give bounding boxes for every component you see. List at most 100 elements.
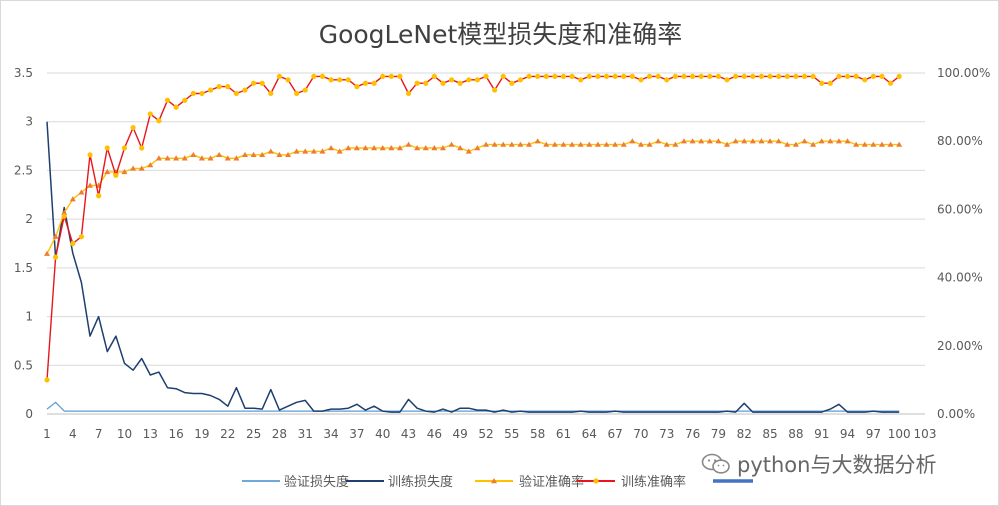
- data-point: [276, 151, 283, 158]
- data-point: [836, 73, 842, 80]
- series-2: [46, 121, 900, 413]
- data-point: [173, 104, 179, 110]
- data-point: [827, 138, 834, 144]
- data-point: [44, 250, 50, 256]
- data-point: [853, 141, 860, 147]
- data-point: [405, 90, 412, 97]
- data-point: [207, 87, 214, 93]
- data-point: [672, 141, 679, 147]
- data-point: [492, 87, 498, 93]
- data-point: [302, 87, 308, 93]
- data-point: [61, 209, 68, 216]
- data-point: [354, 84, 360, 90]
- legend-item: 验证损失度: [242, 474, 349, 490]
- y-left-tick-label: 2.5: [14, 163, 33, 177]
- data-point: [793, 73, 799, 80]
- data-point: [414, 145, 421, 151]
- series-line: [46, 75, 900, 380]
- data-point: [483, 141, 489, 147]
- data-point: [638, 77, 644, 83]
- data-point: [680, 138, 687, 144]
- data-point: [483, 73, 489, 80]
- data-point: [216, 151, 223, 158]
- data-point: [775, 138, 782, 144]
- x-tick-label: 1: [43, 427, 51, 441]
- data-point: [336, 148, 343, 154]
- data-point: [776, 73, 782, 80]
- legend-marker: [593, 478, 599, 484]
- data-point: [242, 87, 248, 93]
- data-point: [241, 151, 248, 158]
- legend-label: 训练准确率: [621, 474, 686, 490]
- data-point: [422, 145, 429, 151]
- data-point: [577, 141, 584, 147]
- data-point: [767, 138, 774, 144]
- data-point: [268, 90, 274, 97]
- data-point: [121, 145, 128, 151]
- x-tick-label: 16: [168, 427, 183, 441]
- data-point: [810, 73, 816, 80]
- data-point: [707, 73, 713, 80]
- x-tick-label: 28: [272, 427, 287, 441]
- data-point: [552, 73, 558, 80]
- data-point: [396, 145, 403, 151]
- legend-item: 训练损失度: [346, 474, 453, 490]
- data-point: [526, 73, 532, 80]
- data-point: [569, 73, 575, 80]
- data-point: [139, 145, 145, 151]
- x-tick-label: 79: [711, 427, 726, 441]
- data-point: [397, 73, 403, 80]
- data-point: [784, 141, 791, 147]
- data-point: [379, 145, 386, 151]
- data-point: [293, 148, 300, 154]
- data-point: [104, 168, 111, 175]
- data-point: [207, 155, 214, 161]
- data-point: [337, 77, 343, 83]
- x-tick-label: 100: [888, 427, 911, 441]
- data-point: [879, 73, 885, 80]
- data-point: [371, 80, 377, 86]
- x-tick-label: 25: [246, 427, 261, 441]
- y-right-tick-label: 80.00%: [937, 134, 983, 148]
- legend-item: 验证准确率: [475, 474, 584, 490]
- data-point: [155, 155, 162, 161]
- y-right-tick-label: 100.00%: [937, 66, 990, 80]
- data-point: [706, 138, 713, 144]
- data-point: [405, 141, 412, 147]
- y-left-tick-label: 0.5: [14, 358, 33, 372]
- data-point: [78, 189, 85, 195]
- data-point: [147, 162, 154, 168]
- data-point: [87, 182, 94, 188]
- data-point: [689, 138, 696, 144]
- data-point: [61, 213, 67, 219]
- data-point: [259, 80, 265, 86]
- data-point: [655, 73, 661, 80]
- data-point: [173, 155, 180, 161]
- data-point: [414, 80, 420, 86]
- data-point: [388, 145, 395, 151]
- data-point: [551, 141, 558, 147]
- data-point: [534, 138, 541, 144]
- legend-item: 训练准确率: [577, 474, 686, 490]
- data-point: [353, 145, 360, 151]
- data-point: [724, 141, 731, 147]
- data-point: [896, 73, 902, 80]
- data-point: [294, 90, 300, 97]
- x-tick-label: 94: [840, 427, 855, 441]
- data-point: [801, 73, 808, 80]
- data-point: [225, 84, 231, 90]
- data-point: [328, 77, 334, 83]
- data-point: [440, 80, 446, 86]
- data-point: [844, 138, 851, 144]
- data-point: [629, 73, 635, 80]
- data-point: [164, 97, 171, 103]
- legend-label: 验证损失度: [284, 474, 349, 490]
- x-tick-label: 88: [788, 427, 803, 441]
- data-point: [620, 141, 627, 147]
- data-point: [78, 234, 85, 240]
- x-tick-label: 73: [659, 427, 674, 441]
- x-tick-label: 43: [401, 427, 416, 441]
- x-tick-label: 46: [427, 427, 442, 441]
- legend-label: 训练损失度: [388, 474, 453, 490]
